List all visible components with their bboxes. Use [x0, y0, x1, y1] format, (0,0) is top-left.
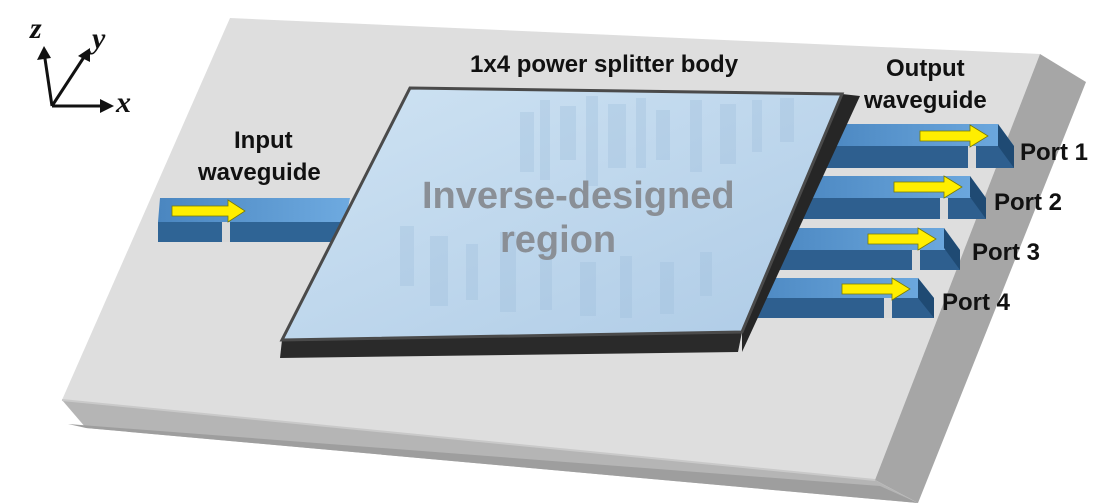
output-arrow-4-icon — [841, 277, 911, 301]
output-waveguide-2-top — [789, 176, 986, 198]
port-1-label: Port 1 — [1020, 139, 1088, 166]
region-pattern — [400, 96, 794, 318]
input-waveguide-divider — [222, 222, 230, 242]
output-waveguide-label-line1: Output — [886, 55, 965, 82]
splitter-body-label: 1x4 power splitter body — [470, 51, 739, 78]
substrate-front-band — [68, 424, 918, 503]
output-waveguide-2-side — [970, 176, 986, 219]
z-axis-arrowhead — [37, 46, 51, 60]
port-2-label: Port 2 — [994, 189, 1062, 216]
splitter-body — [279, 86, 860, 358]
output-waveguide-1-front — [818, 146, 1014, 168]
output-waveguide-3-divider — [912, 250, 920, 270]
input-waveguide — [158, 198, 350, 242]
axes-indicator: z y x — [29, 12, 131, 119]
region-label-line2: region — [500, 219, 616, 261]
output-waveguide-3-top — [763, 228, 960, 250]
input-arrow-icon — [171, 199, 246, 223]
port-3-label: Port 3 — [972, 239, 1040, 266]
output-waveguide-4-front — [738, 298, 934, 318]
x-axis-arrowhead — [100, 99, 114, 113]
output-arrow-3-icon — [867, 227, 937, 251]
output-waveguide-2 — [789, 175, 986, 219]
output-waveguide-1 — [818, 124, 1014, 168]
input-waveguide-label-line1: Input — [234, 127, 293, 154]
inverse-designed-region — [279, 86, 845, 342]
x-axis-label: x — [115, 86, 131, 119]
output-waveguide-4 — [738, 277, 934, 318]
output-waveguide-2-divider — [940, 198, 948, 219]
output-waveguide-2-front — [789, 198, 986, 219]
substrate-edge-line — [61, 399, 876, 481]
port-4-label: Port 4 — [942, 289, 1011, 316]
output-waveguide-1-side — [998, 124, 1014, 168]
substrate-right-side — [875, 54, 1086, 503]
input-waveguide-front — [158, 222, 345, 242]
y-axis-label: y — [89, 22, 106, 55]
y-axis-arrowhead — [78, 48, 90, 62]
input-waveguide-label-line2: waveguide — [197, 159, 321, 186]
output-arrow-1-icon — [919, 124, 989, 148]
output-waveguide-3-front — [763, 250, 960, 270]
output-waveguide-4-side — [918, 278, 934, 318]
output-waveguide-1-divider — [968, 146, 976, 168]
output-arrow-2-icon — [893, 175, 963, 199]
output-waveguide-label-line2: waveguide — [863, 87, 987, 114]
output-waveguide-4-divider — [884, 298, 892, 318]
y-axis-line — [50, 53, 88, 107]
z-axis-line — [42, 51, 54, 107]
z-axis-label: z — [29, 12, 42, 45]
output-waveguide-3-side — [944, 228, 960, 270]
output-waveguide-3 — [763, 227, 960, 270]
splitter-body-right — [742, 94, 860, 352]
region-label-line1: Inverse-designed — [422, 175, 735, 217]
